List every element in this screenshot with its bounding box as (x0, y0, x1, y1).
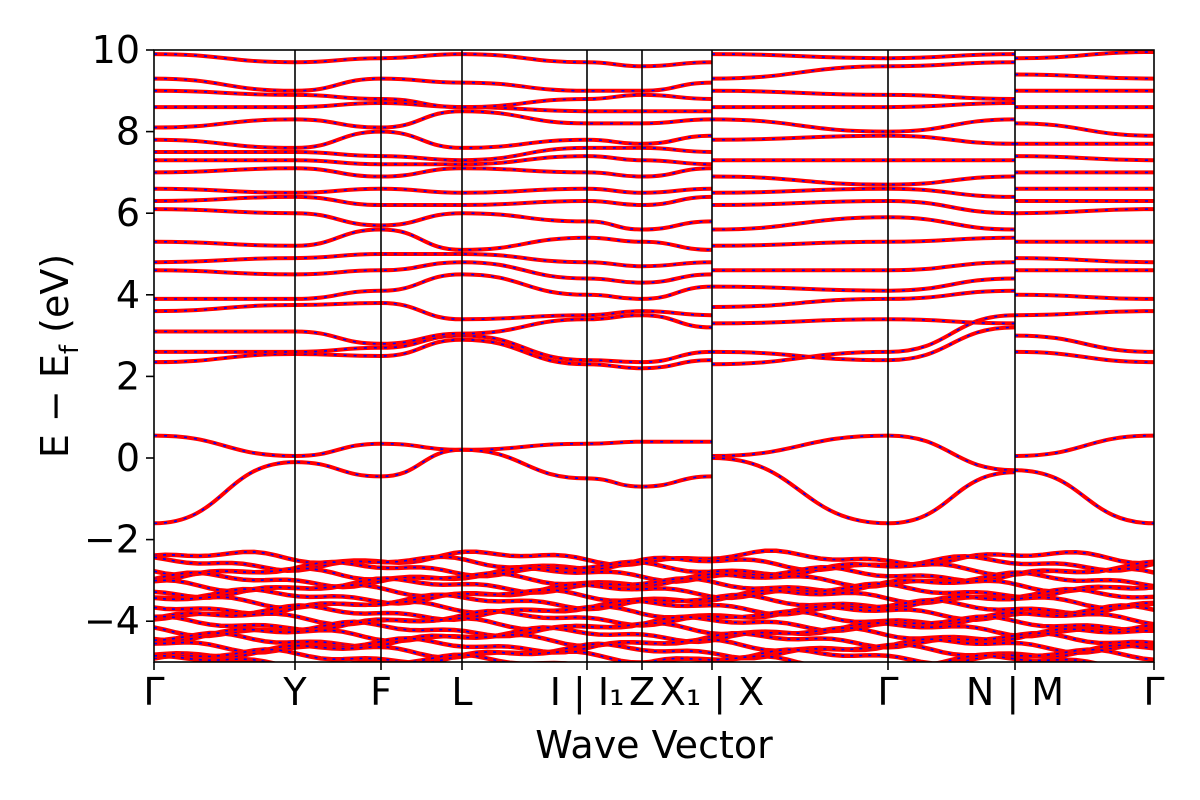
valence-band-overlay-8 (154, 593, 1154, 610)
y-tick-label-3: 2 (116, 354, 140, 398)
band-line-overlay-12 (154, 253, 713, 268)
band-line-14 (154, 207, 713, 232)
band-line-23 (154, 88, 713, 110)
valence-band-overlay-6 (154, 582, 1154, 599)
kpoint-label-3: L (451, 670, 472, 714)
band-line-1 (154, 447, 713, 526)
band-line-overlay-15 (154, 196, 713, 206)
band-line-overlay-5 (1014, 469, 1154, 525)
y-axis-label-unit: (eV) (33, 254, 77, 333)
kpoint-label-6: X₁ | X (660, 670, 764, 715)
band-line-overlay-7 (154, 334, 713, 363)
y-tick-label-6: 8 (116, 110, 140, 154)
band-line-overlay-51 (1014, 208, 1154, 214)
valence-band-overlay-14 (154, 626, 1154, 643)
y-tick-label-4: 4 (116, 273, 140, 317)
kpoint-label-7: Γ (877, 670, 898, 714)
valence-band-overlay-9 (154, 599, 1154, 616)
band-line-9 (154, 300, 713, 322)
band-line-overlay-57 (1014, 122, 1154, 137)
band-line-overlay-46 (1014, 310, 1154, 316)
y-tick-label-5: 6 (116, 191, 140, 235)
y-axis-label-sub: f (55, 344, 85, 354)
band-line-overlay-60 (1014, 73, 1154, 80)
kpoint-label-0: Γ (143, 670, 164, 714)
band-line-overlay-13 (154, 228, 713, 251)
valence-band-overlay-5 (154, 577, 1154, 594)
y-tick-label-0: −4 (84, 599, 140, 643)
band-line-overlay-61 (1014, 51, 1154, 59)
band-line-overlay-19 (154, 147, 713, 162)
band-line-overlay-47 (1014, 294, 1154, 300)
band-line-20 (154, 129, 713, 150)
valence-band-2 (154, 559, 1154, 579)
valence-band-overlay-4 (154, 571, 1154, 588)
band-line-6 (154, 337, 713, 371)
band-line-16 (154, 186, 713, 195)
band-line-overlay-49 (1014, 257, 1154, 263)
y-tick-label-2: 0 (116, 436, 140, 480)
y-axis-label-main: E − E (33, 354, 77, 458)
x-axis-label: Wave Vector (535, 723, 773, 767)
kpoint-label-8: N | M (966, 670, 1064, 715)
band-line-17 (154, 166, 713, 179)
high-symmetry-lines (294, 50, 1016, 662)
kpoint-label-4: I | I₁ (550, 670, 625, 715)
band-line-overlay-44 (1014, 351, 1154, 363)
band-line-overlay-27 (711, 326, 1016, 361)
valence-band-overlay-10 (154, 604, 1154, 621)
valence-band-overlay-16 (154, 637, 1154, 654)
band-line-overlay-4 (1014, 434, 1154, 457)
valence-band-overlay-3 (154, 566, 1154, 583)
band-line-25 (154, 52, 713, 69)
plot-frame (153, 49, 1155, 663)
kpoint-label-1: Y (282, 670, 307, 714)
band-line-overlay-55 (1014, 155, 1154, 161)
y-tick-label-1: −2 (84, 518, 140, 562)
band-line-24 (154, 76, 713, 93)
valence-band-overlay-1 (154, 555, 1154, 572)
y-tick-label-7: 10 (92, 28, 140, 72)
band-line-11 (154, 260, 713, 285)
band-lines (154, 50, 1154, 526)
valence-band-overlay-19 (154, 653, 1093, 662)
valence-band-overlay-13 (154, 620, 1154, 637)
valence-band-overlay-0 (154, 550, 1154, 566)
valence-band-overlay-17 (154, 642, 1154, 659)
kpoint-label-5: Z (629, 670, 655, 714)
x-axis-ticks: Γ Y F L I | I₁ Z X₁ | X Γ N | M Γ (143, 662, 1165, 715)
kpoint-label-2: F (370, 670, 392, 714)
kpoint-label-9: Γ (1143, 670, 1164, 714)
band-line-overlay-45 (1014, 334, 1154, 353)
band-line-overlay-21 (154, 110, 713, 129)
y-axis-ticks: −4 −2 0 2 4 6 8 10 (84, 28, 154, 643)
y-axis-label: E − Ef (eV) (33, 254, 85, 458)
